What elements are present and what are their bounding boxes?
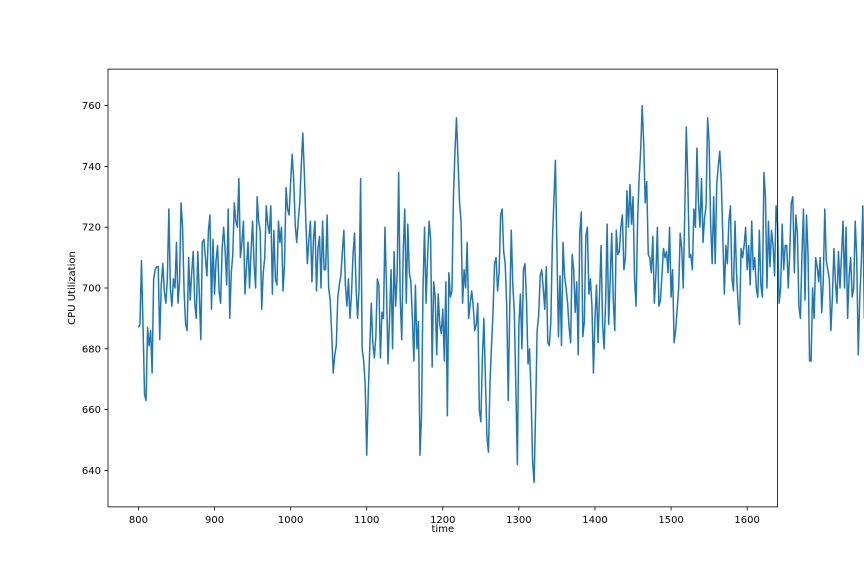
x-tick-label: 1100 <box>354 515 379 526</box>
series-layer <box>137 104 864 484</box>
x-tick-label: 1600 <box>734 515 759 526</box>
x-tick-label: 1000 <box>278 515 303 526</box>
y-tick-label: 640 <box>82 466 101 477</box>
y-tick-label: 660 <box>82 405 101 416</box>
x-tick-label: 1300 <box>506 515 531 526</box>
x-tick-label: 900 <box>205 515 224 526</box>
y-tick-label: 680 <box>82 344 101 355</box>
y-axis-label: CPU Utilization <box>67 251 78 325</box>
x-tick-label: 1500 <box>658 515 683 526</box>
x-tick-label: 1200 <box>430 515 455 526</box>
y-tick-label: 720 <box>82 223 101 234</box>
y-tick-label: 740 <box>82 162 101 173</box>
y-tick-label: 760 <box>82 101 101 112</box>
x-axis: 800 900 1000 1100 1200 1300 1400 1500 1600 <box>129 506 760 526</box>
series-line-0 <box>137 104 864 484</box>
x-tick-label: 800 <box>129 515 148 526</box>
y-axis: 640 660 680 700 720 740 760 <box>82 101 108 477</box>
x-axis-label: time <box>432 524 455 535</box>
x-tick-label: 1400 <box>582 515 607 526</box>
y-tick-label: 700 <box>82 284 101 295</box>
